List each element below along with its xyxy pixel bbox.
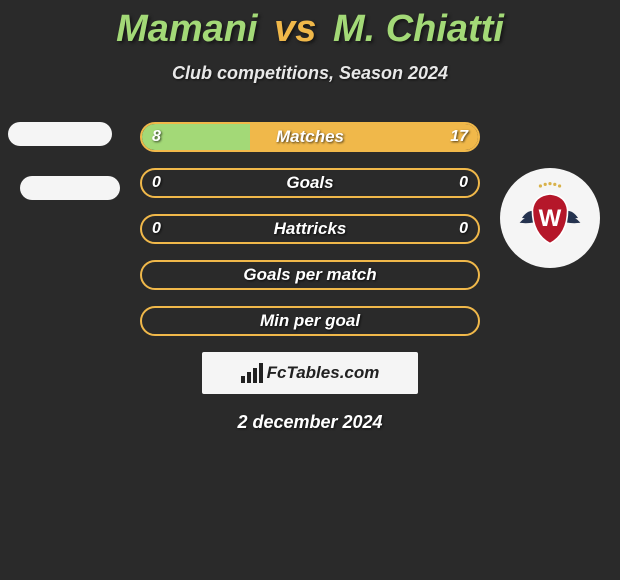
subtitle: Club competitions, Season 2024 xyxy=(0,63,620,84)
shield-icon: W xyxy=(510,178,590,258)
vs-text: vs xyxy=(274,8,316,50)
stat-row: 00Hattricks xyxy=(140,214,480,244)
team-badge-right: W xyxy=(500,168,600,268)
stats-bars: 817Matches 00Goals 00Hattricks Goals per ma… xyxy=(140,122,480,336)
stat-label: Matches xyxy=(142,124,478,150)
stat-row: 00Goals xyxy=(140,168,480,198)
team-badge-left-2 xyxy=(20,176,120,200)
stat-label: Min per goal xyxy=(142,308,478,334)
chart-area: W 817Matches 00Goals 00Hattricks Goals per … xyxy=(0,122,620,336)
stat-label: Hattricks xyxy=(142,216,478,242)
stat-row: Min per goal xyxy=(140,306,480,336)
player2-name: M. Chiatti xyxy=(333,8,504,50)
comparison-title: Mamani vs M. Chiatti xyxy=(0,0,620,51)
brand-text: FcTables.com xyxy=(267,363,380,383)
team-badge-left-1 xyxy=(8,122,112,146)
bars-icon xyxy=(241,363,263,383)
stat-row: 817Matches xyxy=(140,122,480,152)
stat-row: Goals per match xyxy=(140,260,480,290)
stat-label: Goals per match xyxy=(142,262,478,288)
player1-name: Mamani xyxy=(116,8,257,50)
brand-logo: FcTables.com xyxy=(202,352,418,394)
stat-label: Goals xyxy=(142,170,478,196)
svg-text:W: W xyxy=(539,205,562,232)
date-text: 2 december 2024 xyxy=(0,412,620,433)
